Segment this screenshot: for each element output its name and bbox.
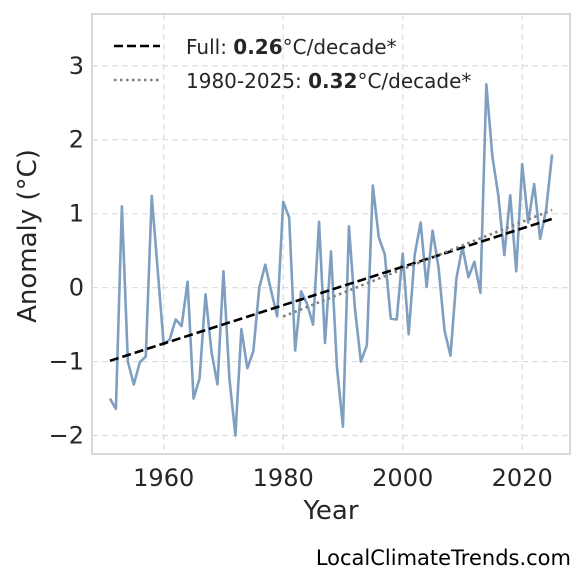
series-layer <box>108 82 554 437</box>
x-axis-label: Year <box>302 496 358 526</box>
grid <box>92 14 570 454</box>
y-tick-label: 3 <box>69 52 84 80</box>
legend-prefix-recent: 1980-2025: <box>186 69 308 93</box>
y-tick-label: 2 <box>69 126 84 154</box>
legend-suffix-full: °C/decade* <box>283 35 397 59</box>
y-tick-label: 0 <box>69 274 84 302</box>
x-axis-ticks: 1960 1980 2000 2020 <box>133 464 553 492</box>
y-tick-label: 1 <box>69 200 84 228</box>
legend-label-full: Full: 0.26°C/decade* <box>186 35 397 59</box>
x-tick-label: 2000 <box>372 464 433 492</box>
y-axis-ticks: −2 −1 0 1 2 3 <box>49 52 84 450</box>
legend: Full: 0.26°C/decade* 1980-2025: 0.32°C/d… <box>114 35 471 93</box>
watermark: LocalClimateTrends.com <box>315 546 571 570</box>
y-axis-label: Anomaly (°C) <box>13 149 43 323</box>
legend-suffix-recent: °C/decade* <box>357 69 471 93</box>
x-tick-label: 1980 <box>253 464 314 492</box>
y-tick-label: −2 <box>49 422 84 450</box>
trend-layer <box>109 208 553 363</box>
legend-value-full: 0.26 <box>233 35 282 59</box>
x-tick-label: 2020 <box>492 464 553 492</box>
legend-value-recent: 0.32 <box>308 69 357 93</box>
series-line-anomaly <box>108 82 554 437</box>
legend-prefix-full: Full: <box>186 35 233 59</box>
legend-label-recent: 1980-2025: 0.32°C/decade* <box>186 69 471 93</box>
trend-line-recent <box>282 208 553 318</box>
y-tick-label: −1 <box>49 348 84 376</box>
x-tick-label: 1960 <box>133 464 194 492</box>
